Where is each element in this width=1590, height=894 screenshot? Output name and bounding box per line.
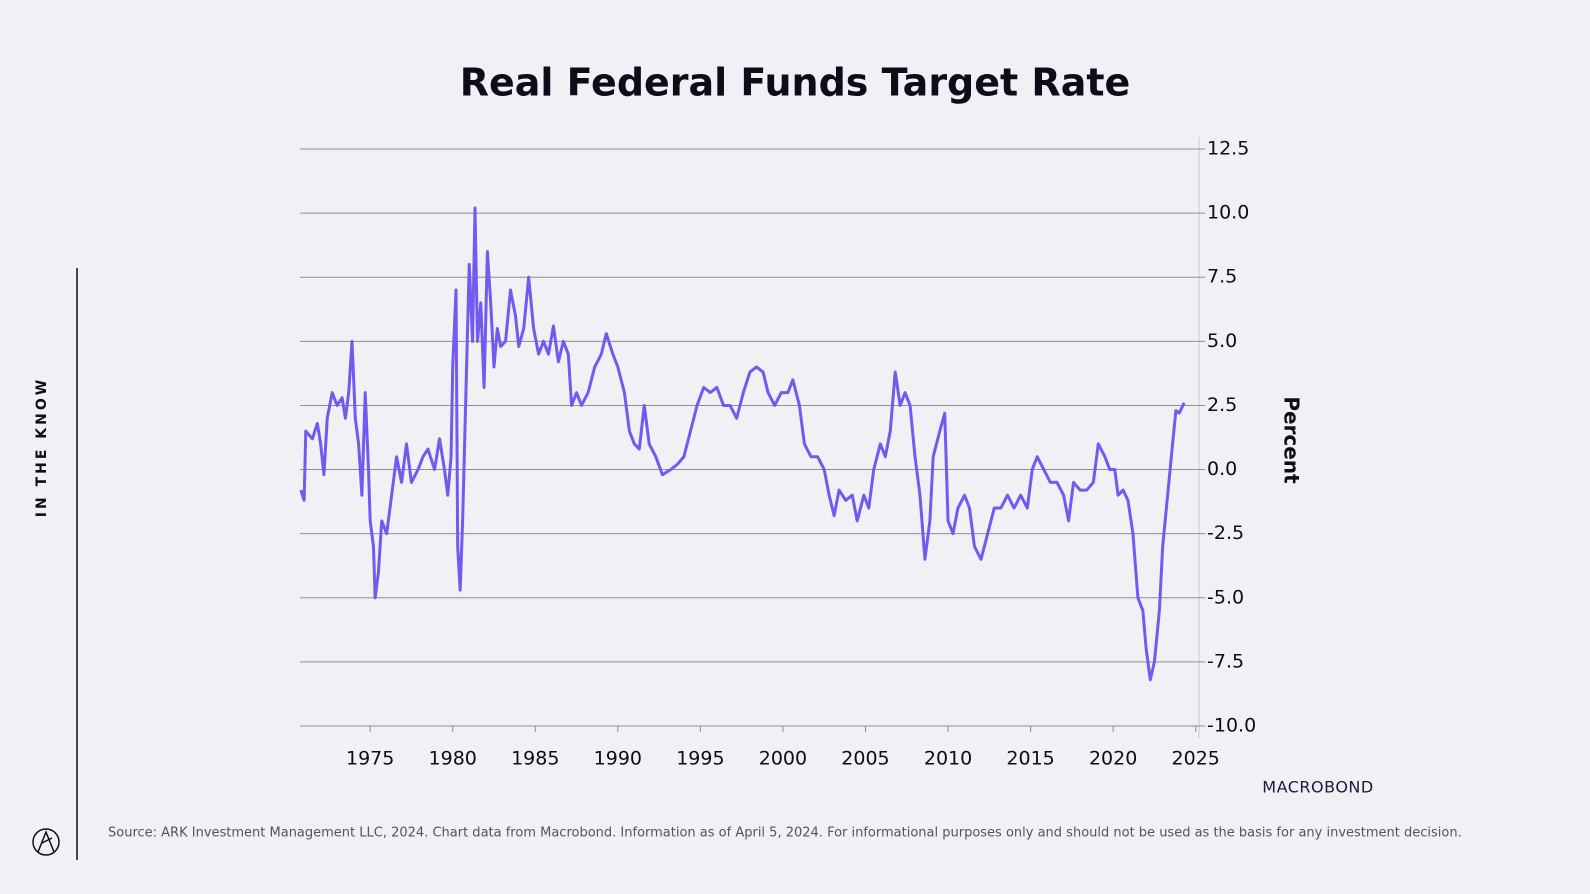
x-tick-label: 1975: [346, 748, 394, 770]
source-note: Source: ARK Investment Management LLC, 2…: [108, 826, 1462, 841]
y-tick-label: 5.0: [1207, 330, 1237, 352]
y-tick-label: 0.0: [1207, 458, 1237, 480]
y-tick-label: -7.5: [1207, 650, 1244, 672]
y-tick-label: 2.5: [1207, 394, 1237, 416]
x-tick-label: 2025: [1172, 748, 1220, 770]
x-tick-label: 1990: [594, 748, 642, 770]
x-tick-label: 2015: [1006, 748, 1054, 770]
x-tick-label: 2005: [841, 748, 889, 770]
sidebar-label: IN THE KNOW: [34, 377, 50, 517]
brand-logo: MACROBOND: [1262, 778, 1373, 797]
logo: [32, 828, 60, 856]
x-tick-label: 1985: [511, 748, 559, 770]
chart-title: Real Federal Funds Target Rate: [460, 61, 1131, 105]
y-tick-label: -2.5: [1207, 522, 1244, 544]
x-tick-label: 1980: [429, 748, 477, 770]
y-tick-label: 7.5: [1207, 266, 1237, 288]
y-tick-label: -10.0: [1207, 715, 1256, 737]
data-line: [299, 206, 1186, 682]
y-axis-label: Percent: [1280, 396, 1304, 484]
y-tick-label: 10.0: [1207, 202, 1249, 224]
y-tick-label: -5.0: [1207, 586, 1244, 608]
x-tick-label: 2010: [924, 748, 972, 770]
x-tick-label: 2020: [1089, 748, 1137, 770]
x-tick-label: 2000: [759, 748, 807, 770]
x-tick-label: 1995: [676, 748, 724, 770]
y-tick-label: 12.5: [1207, 138, 1249, 160]
